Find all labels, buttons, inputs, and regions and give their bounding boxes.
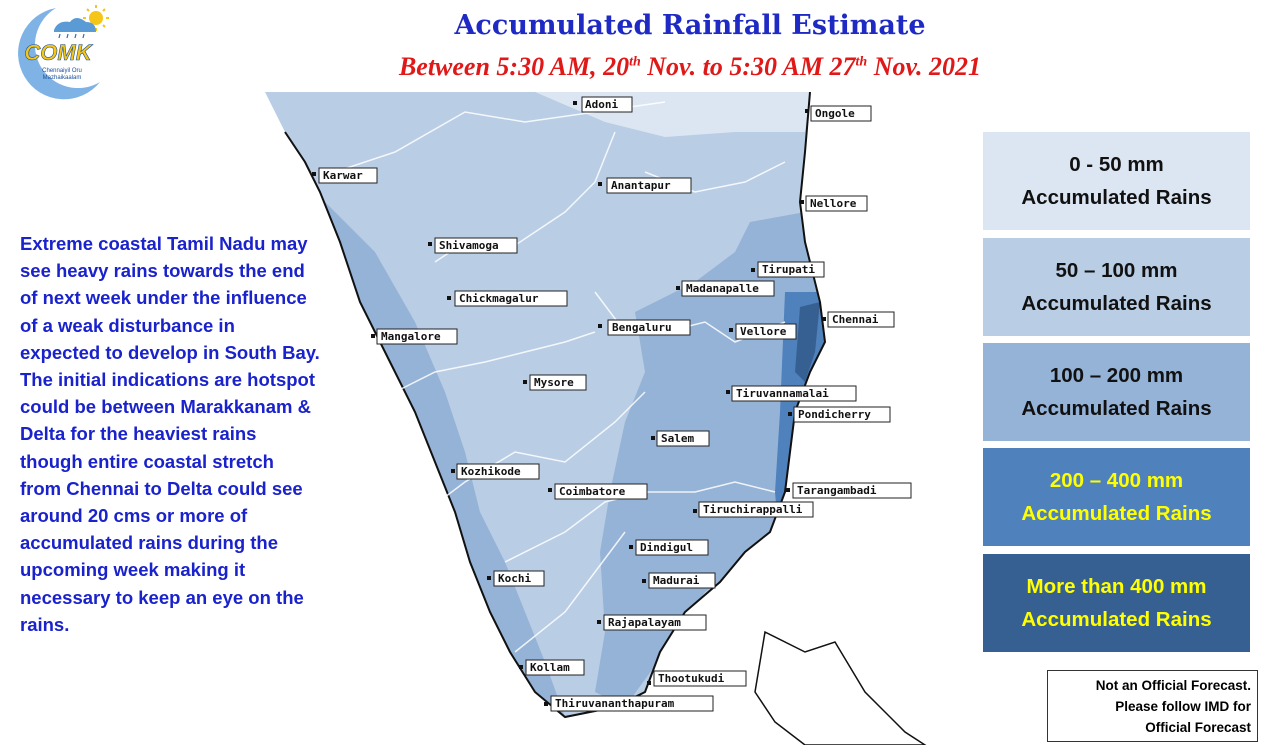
svg-text:Thiruvananthapuram: Thiruvananthapuram <box>555 697 675 710</box>
legend-label: Accumulated Rains <box>1021 292 1212 315</box>
city-tiruvannamalai: Tiruvannamalai <box>726 385 857 402</box>
legend-item-0-50: 0 - 50 mm Accumulated Rains <box>983 132 1250 230</box>
city-karwar: Karwar <box>312 167 378 184</box>
city-pondicherry: Pondicherry <box>788 406 891 423</box>
svg-text:Tiruvannamalai: Tiruvannamalai <box>736 387 829 400</box>
legend-item-50-100: 50 – 100 mm Accumulated Rains <box>983 238 1250 336</box>
city-nellore: Nellore <box>800 195 868 212</box>
city-adoni: Adoni <box>573 96 633 113</box>
disclaimer-line: Not an Official Forecast. <box>1095 678 1251 693</box>
svg-text:Adoni: Adoni <box>585 98 618 111</box>
city-madurai: Madurai <box>642 572 716 589</box>
legend-range: 200 – 400 mm <box>1049 469 1184 492</box>
svg-text:Dindigul: Dindigul <box>640 541 693 554</box>
svg-text:Tiruchirappalli: Tiruchirappalli <box>703 503 803 516</box>
city-ongole: Ongole <box>805 105 872 122</box>
city-kollam: Kollam <box>519 659 585 676</box>
page-subtitle: Between 5:30 AM, 20th Nov. to 5:30 AM 27… <box>398 52 982 81</box>
city-anantapur: Anantapur <box>598 177 692 194</box>
svg-text:Vellore: Vellore <box>740 325 787 338</box>
legend-label: Accumulated Rains <box>1021 397 1212 420</box>
svg-text:Madurai: Madurai <box>653 574 700 587</box>
city-tirupati: Tirupati <box>751 261 825 278</box>
svg-text:Rajapalayam: Rajapalayam <box>608 616 681 629</box>
legend-range: 50 – 100 mm <box>1055 259 1178 282</box>
city-kozhikode: Kozhikode <box>451 463 540 480</box>
disclaimer-line: Official Forecast <box>1145 720 1251 735</box>
svg-text:Kochi: Kochi <box>498 572 531 585</box>
sri-lanka-outline <box>754 630 927 745</box>
region-400-plus <box>795 302 820 382</box>
svg-text:Mysore: Mysore <box>534 376 574 389</box>
svg-text:Thootukudi: Thootukudi <box>658 672 725 685</box>
city-dindigul: Dindigul <box>629 539 709 556</box>
svg-text:Nellore: Nellore <box>810 197 857 210</box>
legend-item-100-200: 100 – 200 mm Accumulated Rains <box>983 343 1250 441</box>
rainfall-map: Adoni Ongole Karwar Anantapur Nellore Sh… <box>265 92 927 745</box>
legend-label: Accumulated Rains <box>1021 502 1212 525</box>
coastline <box>284 92 827 719</box>
legend-range: 0 - 50 mm <box>1069 153 1164 176</box>
legend-range: 100 – 200 mm <box>1049 364 1184 387</box>
legend-item-400-plus: More than 400 mm Accumulated Rains <box>983 554 1250 652</box>
svg-text:Tirupati: Tirupati <box>762 263 815 276</box>
city-shivamoga: Shivamoga <box>428 237 518 254</box>
comk-logo: COMK Chennaiyil Oru Mazhaikaalam <box>18 5 109 100</box>
svg-text:Chennai: Chennai <box>832 313 879 326</box>
city-salem: Salem <box>651 430 710 447</box>
disclaimer-box: Not an Official Forecast. Please follow … <box>1047 670 1258 742</box>
forecast-description: Extreme coastal Tamil Nadu may see heavy… <box>20 233 320 635</box>
city-tiruchirappalli: Tiruchirappalli <box>693 501 814 518</box>
svg-text:Chennaiyil Oru: Chennaiyil Oru <box>42 68 82 74</box>
svg-text:Kollam: Kollam <box>530 661 570 674</box>
page-title: Accumulated Rainfall Estimate <box>454 10 926 41</box>
city-chickmagalur: Chickmagalur <box>447 290 568 307</box>
svg-text:Madanapalle: Madanapalle <box>686 282 759 295</box>
logo-text: COMK <box>24 40 93 65</box>
svg-text:Chickmagalur: Chickmagalur <box>459 292 539 305</box>
city-madanapalle: Madanapalle <box>676 280 775 297</box>
city-vellore: Vellore <box>729 323 797 340</box>
city-rajapalayam: Rajapalayam <box>597 614 707 631</box>
city-tarangambadi: Tarangambadi <box>786 482 912 499</box>
svg-text:Salem: Salem <box>661 432 694 445</box>
svg-text:Anantapur: Anantapur <box>611 179 671 192</box>
legend-label: Accumulated Rains <box>1021 186 1212 209</box>
svg-text:Coimbatore: Coimbatore <box>559 485 626 498</box>
disclaimer-line: Please follow IMD for <box>1115 699 1251 714</box>
city-coimbatore: Coimbatore <box>548 483 648 500</box>
city-chennai: Chennai <box>822 311 895 328</box>
city-mangalore: Mangalore <box>371 328 458 345</box>
svg-text:Mazhaikaalam: Mazhaikaalam <box>43 75 82 81</box>
city-thiruvananthapuram: Thiruvananthapuram <box>544 695 714 712</box>
svg-text:Tarangambadi: Tarangambadi <box>797 484 877 497</box>
svg-text:Kozhikode: Kozhikode <box>461 465 521 478</box>
city-markers: Adoni Ongole Karwar Anantapur Nellore Sh… <box>312 96 912 712</box>
svg-text:Ongole: Ongole <box>815 107 855 120</box>
svg-text:Bengaluru: Bengaluru <box>612 321 672 334</box>
svg-text:Mangalore: Mangalore <box>381 330 441 343</box>
svg-text:Pondicherry: Pondicherry <box>798 408 871 421</box>
city-bengaluru: Bengaluru <box>598 319 691 336</box>
legend-range: More than 400 mm <box>1026 575 1207 598</box>
legend-item-200-400: 200 – 400 mm Accumulated Rains <box>983 448 1250 546</box>
svg-text:Karwar: Karwar <box>323 169 363 182</box>
svg-text:Shivamoga: Shivamoga <box>439 239 499 252</box>
city-thootukudi: Thootukudi <box>647 670 747 687</box>
city-kochi: Kochi <box>487 570 545 587</box>
legend-label: Accumulated Rains <box>1021 608 1212 631</box>
city-mysore: Mysore <box>523 374 587 391</box>
